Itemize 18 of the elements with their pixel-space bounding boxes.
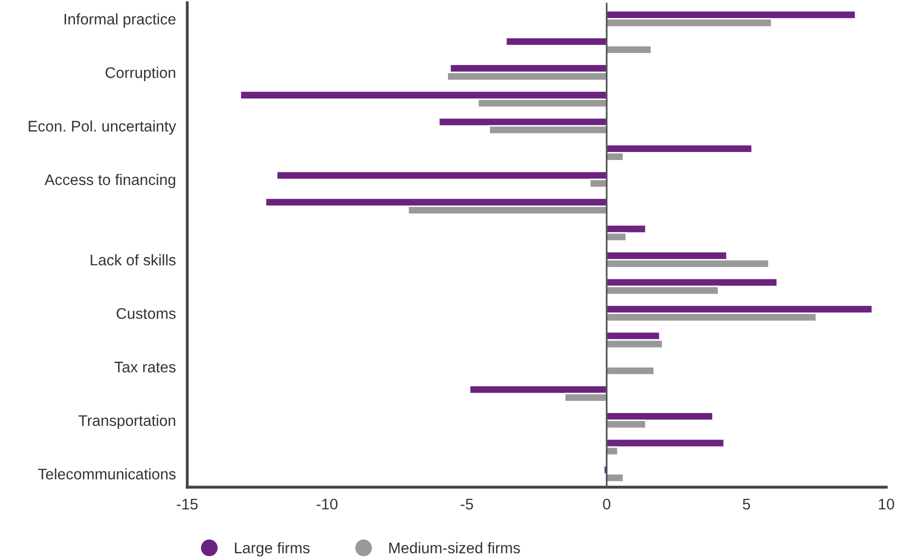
x-tick-label: 10: [878, 498, 894, 510]
y-tick-label: Lack of skills: [90, 254, 176, 266]
y-tick-label: Corruption: [106, 66, 176, 82]
y-tick-label: Telecommunications: [38, 468, 176, 480]
x-tick-label: 0: [603, 498, 610, 510]
y-tick-label: Informal practice: [64, 13, 176, 28]
y-tick-label: Access to financing: [44, 174, 176, 188]
legend-label: Medium-sized firms: [389, 542, 520, 554]
y-tick-label: Transportation: [78, 414, 176, 429]
y-tick-label: Customs: [116, 308, 176, 319]
legend-label: Large firms: [234, 542, 310, 556]
x-tick-label: -10: [316, 498, 338, 510]
x-tick-label: -5: [460, 498, 474, 510]
x-tick-label: -15: [176, 498, 198, 510]
y-tick-label: Econ. Pol. uncertainty: [28, 120, 176, 135]
bar: [606, 366, 655, 376]
x-tick-label: 5: [742, 498, 750, 510]
y-tick-label: Tax rates: [114, 362, 176, 372]
